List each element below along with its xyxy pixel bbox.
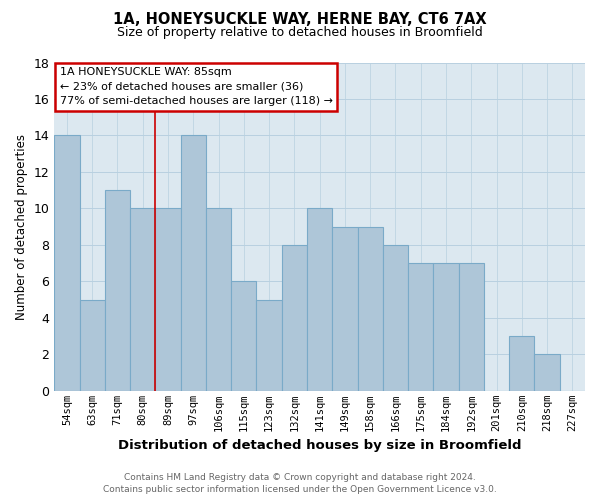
- Bar: [535, 354, 560, 391]
- Y-axis label: Number of detached properties: Number of detached properties: [15, 134, 28, 320]
- Bar: [458, 263, 484, 391]
- Bar: [231, 282, 256, 391]
- Bar: [206, 208, 231, 391]
- Bar: [282, 245, 307, 391]
- Bar: [509, 336, 535, 391]
- X-axis label: Distribution of detached houses by size in Broomfield: Distribution of detached houses by size …: [118, 440, 521, 452]
- Bar: [130, 208, 155, 391]
- Text: 1A, HONEYSUCKLE WAY, HERNE BAY, CT6 7AX: 1A, HONEYSUCKLE WAY, HERNE BAY, CT6 7AX: [113, 12, 487, 28]
- Bar: [256, 300, 282, 391]
- Bar: [408, 263, 433, 391]
- Bar: [332, 226, 358, 391]
- Bar: [105, 190, 130, 391]
- Bar: [155, 208, 181, 391]
- Bar: [433, 263, 458, 391]
- Text: Size of property relative to detached houses in Broomfield: Size of property relative to detached ho…: [117, 26, 483, 39]
- Bar: [54, 136, 80, 391]
- Bar: [358, 226, 383, 391]
- Bar: [181, 136, 206, 391]
- Text: 1A HONEYSUCKLE WAY: 85sqm
← 23% of detached houses are smaller (36)
77% of semi-: 1A HONEYSUCKLE WAY: 85sqm ← 23% of detac…: [59, 68, 332, 106]
- Text: Contains HM Land Registry data © Crown copyright and database right 2024.
Contai: Contains HM Land Registry data © Crown c…: [103, 472, 497, 494]
- Bar: [383, 245, 408, 391]
- Bar: [80, 300, 105, 391]
- Bar: [307, 208, 332, 391]
